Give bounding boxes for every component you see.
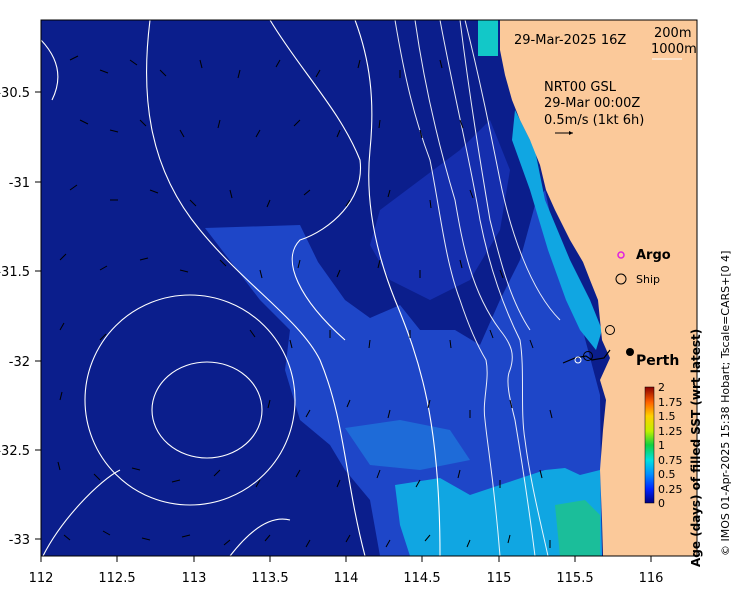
- swan-river-coast: [562, 349, 611, 364]
- y-tick-label: -32.5: [0, 444, 30, 459]
- sst-age-region-cyan: [395, 468, 602, 556]
- x-tick-label: 112: [29, 571, 54, 586]
- legend-ship: Ship: [636, 273, 660, 286]
- y-tick-label: -31.5: [0, 265, 30, 280]
- y-tick-label: -33: [9, 533, 30, 548]
- x-tick-label: 116: [639, 571, 664, 586]
- sst-age-region-green: [555, 500, 600, 556]
- colorbar-tick: 0.75: [658, 454, 683, 467]
- plot-frame: [40, 19, 698, 557]
- current-title: NRT00 GSL: [544, 80, 617, 95]
- current-scale: 0.5m/s (1kt 6h): [544, 113, 644, 128]
- sst-age-region-shelf: [345, 420, 470, 470]
- colorbar-tick: 2: [658, 381, 665, 394]
- credit-line: © IMOS 01-Apr-2025 15:38 Hobart; Tscale=…: [719, 251, 732, 556]
- ship-position-icon: [574, 356, 582, 364]
- x-tick-label: 112.5: [98, 571, 135, 586]
- bathymetry-contours: [394, 20, 561, 556]
- sst-age-region-inner: [370, 120, 510, 300]
- current-scale-arrow: [555, 131, 573, 135]
- argo-marker-icon: [617, 251, 625, 259]
- colorbar-tick: 1.5: [658, 410, 676, 423]
- sst-age-patch-top: [478, 20, 498, 56]
- axis-tick-marks: [35, 91, 652, 562]
- x-tick-label: 114: [334, 571, 359, 586]
- colorbar-tick: 0.25: [658, 483, 683, 496]
- x-tick-label: 115.5: [556, 571, 593, 586]
- colorbar: [644, 386, 655, 504]
- x-tick-label: 113.5: [251, 571, 288, 586]
- ship-position-icon: [583, 351, 593, 361]
- colorbar-tick: 0: [658, 497, 665, 510]
- current-time: 29-Mar 00:00Z: [544, 96, 640, 111]
- y-tick-label: -30.5: [0, 86, 30, 101]
- current-vectors: [57, 55, 553, 548]
- ship-marker-icon: [615, 273, 627, 285]
- y-tick-label: -31: [9, 176, 30, 191]
- colorbar-tick: 1: [658, 439, 665, 452]
- x-tick-label: 114.5: [403, 571, 440, 586]
- city-label-perth: Perth: [636, 353, 679, 369]
- contour-legend-200m: 200m: [654, 26, 691, 41]
- legend-argo: Argo: [636, 248, 671, 263]
- y-tick-label: -32: [9, 355, 30, 370]
- x-tick-label: 113: [182, 571, 207, 586]
- perth-city-marker: [626, 348, 634, 356]
- ship-position-icon: [605, 325, 615, 335]
- date-label: 29-Mar-2025 16Z: [514, 33, 626, 48]
- contour-legend-1000m: 1000m: [651, 42, 697, 57]
- colorbar-tick: 1.25: [658, 425, 683, 438]
- sst-age-region-coast: [512, 110, 602, 350]
- colorbar-tick: 0.5: [658, 468, 676, 481]
- sst-age-region-mid: [205, 190, 602, 556]
- ssh-contours: [41, 20, 441, 556]
- colorbar-tick: 1.75: [658, 396, 683, 409]
- x-tick-label: 115: [487, 571, 512, 586]
- colorbar-title: Age (days) of filled SST (wrt latest): [689, 329, 703, 567]
